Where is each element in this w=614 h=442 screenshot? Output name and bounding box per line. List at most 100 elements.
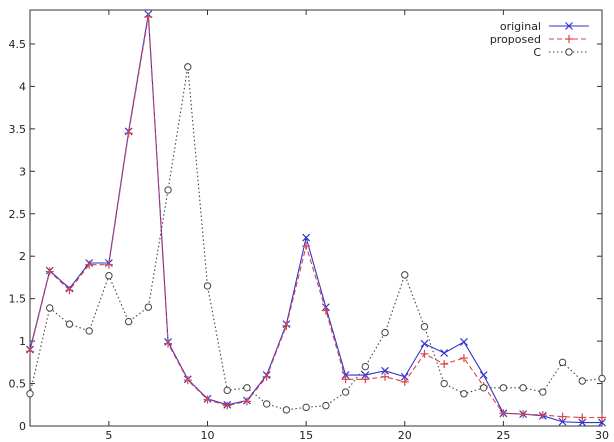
- y-tick-label: 1.5: [9, 293, 27, 306]
- data-point-C: [341, 388, 350, 396]
- data-point-proposed: [440, 360, 449, 369]
- data-point-proposed: [519, 410, 528, 419]
- data-point-C: [381, 328, 389, 337]
- data-point-proposed: [282, 321, 291, 330]
- data-point-C: [598, 374, 606, 383]
- data-point-proposed: [400, 377, 409, 386]
- y-tick-label: 0.5: [9, 378, 27, 391]
- data-point-C: [144, 303, 153, 311]
- y-tick-label: 2: [19, 250, 26, 263]
- data-point-proposed: [361, 375, 370, 384]
- axis-ticks: 0 0.5 1 1.5 2 2.5 3 3.5 4 4.5 5 10 15 20 25 30: [9, 10, 609, 442]
- data-point-C: [26, 390, 34, 398]
- data-point-C: [184, 63, 192, 71]
- legend-marker-C: [565, 48, 573, 56]
- data-point-proposed: [321, 306, 330, 315]
- data-point-C: [519, 384, 527, 392]
- data-point-proposed: [65, 286, 74, 295]
- data-point-C: [65, 320, 74, 328]
- data-point-C: [539, 388, 547, 396]
- data-point-C: [440, 379, 448, 388]
- data-point-proposed: [578, 413, 587, 422]
- data-point-C: [322, 401, 330, 410]
- data-point-proposed: [459, 354, 468, 363]
- y-tick-label: 1: [19, 335, 26, 348]
- data-point-original: [598, 418, 606, 427]
- data-point-proposed: [302, 242, 311, 251]
- data-point-original: [341, 371, 350, 379]
- data-point-original: [558, 417, 567, 426]
- data-point-C: [243, 384, 251, 392]
- x-tick-label: 5: [105, 429, 112, 442]
- data-point-proposed: [104, 260, 113, 269]
- data-point-original: [479, 371, 488, 379]
- plot-frame: [29, 9, 603, 427]
- legend-label-C: C: [533, 46, 541, 59]
- x-tick-label: 20: [398, 429, 412, 442]
- x-tick-label: 10: [201, 429, 215, 442]
- data-point-proposed: [223, 401, 232, 410]
- data-point-proposed: [262, 372, 271, 381]
- y-tick-label: 0: [19, 420, 26, 433]
- data-point-C: [302, 403, 310, 412]
- data-point-proposed: [341, 375, 350, 384]
- data-point-C: [558, 358, 567, 367]
- data-point-original: [381, 366, 389, 375]
- data-point-C: [46, 304, 54, 312]
- data-point-proposed: [598, 413, 606, 422]
- data-point-proposed: [85, 260, 94, 269]
- data-point-C: [124, 317, 133, 326]
- series-line-proposed: [29, 16, 602, 419]
- data-point-proposed: [124, 129, 133, 138]
- data-point-proposed: [499, 409, 508, 418]
- data-point-C: [420, 322, 429, 331]
- legend-label-proposed: proposed: [490, 33, 541, 46]
- series-layer: [26, 10, 606, 427]
- data-point-C: [479, 384, 488, 392]
- data-point-C: [203, 282, 212, 290]
- data-point-proposed: [538, 410, 547, 419]
- y-tick-label: 4: [19, 80, 26, 93]
- data-point-proposed: [381, 372, 390, 381]
- x-tick-label: 25: [496, 429, 510, 442]
- data-point-C: [105, 272, 113, 280]
- data-point-original: [302, 233, 311, 242]
- data-point-C: [499, 384, 508, 392]
- y-tick-label: 3.5: [9, 123, 27, 136]
- data-point-original: [361, 371, 370, 379]
- series-C: [26, 63, 606, 414]
- data-point-C: [282, 406, 291, 414]
- data-point-original: [460, 338, 468, 346]
- x-tick-label: 30: [595, 429, 609, 442]
- data-point-proposed: [242, 397, 251, 406]
- data-point-C: [262, 400, 271, 408]
- y-tick-label: 3: [19, 165, 26, 178]
- series-proposed: [26, 12, 606, 422]
- data-point-C: [361, 362, 370, 371]
- data-point-proposed: [164, 339, 173, 348]
- legend-marker-original: [565, 22, 573, 30]
- y-tick-label: 2.5: [9, 208, 27, 221]
- data-point-proposed: [558, 412, 567, 421]
- data-point-C: [460, 390, 468, 398]
- data-point-proposed: [45, 267, 54, 276]
- data-point-proposed: [26, 347, 34, 356]
- data-point-proposed: [203, 395, 212, 404]
- data-point-C: [223, 386, 231, 395]
- data-point-proposed: [144, 12, 153, 21]
- data-point-proposed: [183, 376, 192, 385]
- data-point-C: [401, 271, 409, 279]
- data-point-proposed: [420, 349, 429, 358]
- x-tick-label: 15: [299, 429, 313, 442]
- data-point-C: [164, 186, 172, 194]
- legend-label-original: original: [500, 20, 541, 33]
- y-tick-label: 4.5: [9, 38, 27, 51]
- data-point-C: [578, 377, 586, 385]
- data-point-original: [578, 418, 587, 427]
- data-point-original: [420, 339, 429, 348]
- data-point-C: [85, 327, 93, 335]
- data-point-original: [440, 349, 449, 357]
- legend-marker-proposed: [565, 35, 573, 43]
